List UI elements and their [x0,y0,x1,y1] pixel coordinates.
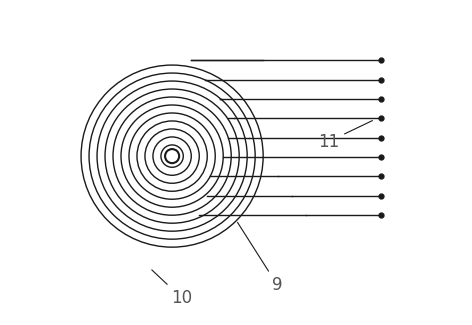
Text: 10: 10 [152,270,192,307]
Text: 11: 11 [318,121,372,150]
Text: 9: 9 [237,222,283,294]
